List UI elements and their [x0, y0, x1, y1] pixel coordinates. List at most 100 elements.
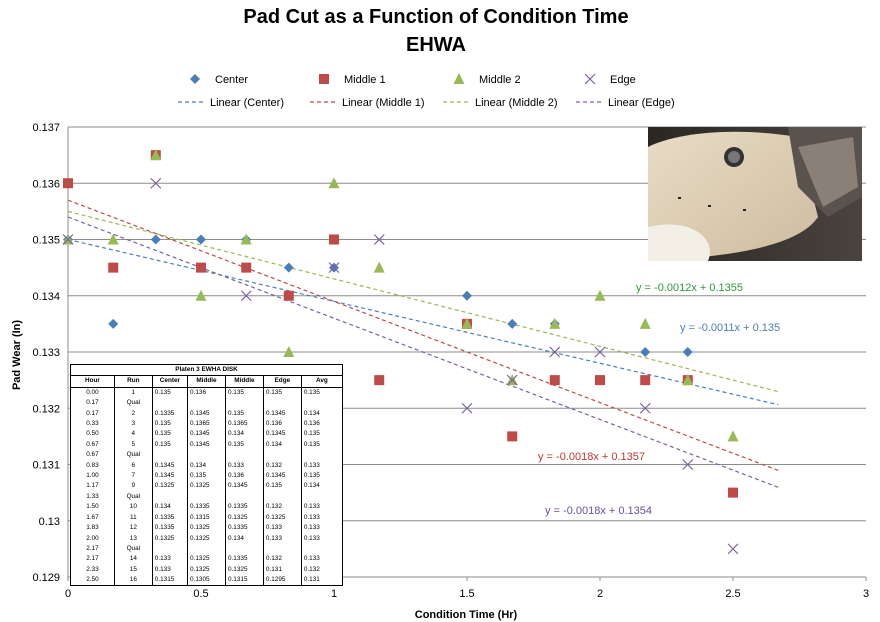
table-cell: 0.133 [300, 533, 342, 544]
table-cell: 2.33 [86, 565, 99, 573]
table-cell: 0.132 [262, 554, 302, 565]
table-cell: 0.133 [300, 460, 342, 472]
point-x [240, 290, 252, 302]
table-cell: 1.83 [86, 524, 99, 532]
table-cell: 0.1335 [224, 554, 264, 565]
table-cell [187, 398, 226, 409]
table-cell [300, 398, 342, 409]
point-square [640, 375, 651, 386]
table-cell: 1 [113, 387, 153, 399]
table-cell: Qual [113, 491, 153, 503]
table-cell: 0.1345 [262, 429, 302, 440]
table-cell: 0.1325 [262, 512, 302, 524]
trendline-equation: y = -0.0018x + 0.1354 [545, 505, 652, 517]
data-table: Platen 3 EWHA DISK Hour Run Center Middle Mi… [70, 364, 343, 586]
point-diamond [108, 318, 119, 329]
table-cell: 16 [113, 575, 153, 585]
table-header-cell: Edge [262, 375, 302, 388]
table-cell [300, 491, 342, 503]
table-cell: 0.1335 [224, 502, 264, 513]
y-tick-label: 0.134 [32, 291, 60, 303]
table-cell: 14 [113, 554, 153, 565]
point-triangle [682, 374, 694, 386]
table-cell [151, 450, 188, 461]
point-triangle [639, 317, 651, 329]
trendlines [67, 199, 779, 488]
table-cell [262, 450, 302, 461]
table-cell: 0.135 [151, 429, 188, 440]
table-cell [151, 491, 188, 503]
x-tick-label: 2.5 [725, 588, 740, 600]
legend-marker-triangle [453, 73, 465, 84]
table-cell: 0.134 [224, 429, 264, 440]
trendline-3 [67, 210, 779, 393]
legend-marker-diamond [190, 74, 200, 84]
table-cell: 0.83 [86, 461, 99, 469]
point-x [461, 402, 473, 414]
pad-photo-icon [648, 127, 862, 261]
table-cell: 0.132 [300, 564, 342, 576]
table-cell [300, 450, 342, 461]
point-triangle [373, 261, 385, 273]
table-header-cell: Center [151, 375, 188, 388]
table-body: 0.00 1 0.135 0.136 0.135 0.135 0.135 0.17 Qual 0.… [71, 387, 342, 585]
table-cell: 6 [113, 460, 153, 472]
legend-label: Linear (Center) [210, 97, 284, 109]
point-diamond [682, 347, 693, 357]
table-cell: 0.1325 [187, 533, 226, 544]
point-triangle [107, 233, 119, 245]
table-cell [151, 543, 188, 555]
table-cell: 0.1325 [187, 554, 226, 565]
point-triangle [461, 317, 473, 329]
table-cell [262, 543, 302, 555]
point-diamond [196, 234, 206, 245]
table-cell: 0.1345 [224, 481, 264, 492]
y-tick-label: 0.131 [32, 460, 60, 472]
table-cell: 0.1325 [187, 523, 226, 534]
table-cell [187, 491, 226, 503]
table-cell: 0.135 [224, 408, 264, 420]
table-row: 0.67 5 0.135 0.1345 0.135 0.134 0.135 [71, 439, 342, 451]
x-tick-label: 1 [331, 588, 337, 600]
legend-label: Middle 2 [479, 74, 521, 86]
point-diamond [283, 262, 294, 273]
table-cell [224, 450, 264, 461]
point-triangle [283, 346, 295, 357]
table-cell: 1.50 [86, 503, 99, 511]
table-cell [262, 491, 302, 503]
point-triangle [594, 289, 606, 301]
table-row: 0.17 Qual [71, 398, 342, 409]
point-x [150, 177, 162, 189]
table-cell: 0.133 [300, 523, 342, 534]
table-cell: 0.67 [86, 440, 99, 448]
table-cell: 0.136 [187, 387, 226, 399]
point-x [506, 374, 518, 386]
table-row: 1.33 Qual [71, 491, 342, 503]
table-cell: 0.135 [151, 439, 188, 451]
table-cell: 0.134 [224, 533, 264, 544]
legend-marker-square [319, 74, 329, 84]
point-square [728, 487, 738, 498]
table-row: 2.00 13 0.1325 0.1325 0.134 0.133 0.133 [71, 533, 342, 544]
table-cell: 1.00 [86, 472, 99, 480]
table-cell: 3 [113, 419, 153, 430]
table-cell [187, 543, 226, 555]
table-cell: 2.17 [86, 555, 99, 563]
table-cell [224, 491, 264, 503]
point-x [639, 402, 651, 414]
table-cell: 0.1335 [151, 523, 188, 534]
table-cell: 15 [113, 564, 153, 576]
y-tick-label: 0.137 [32, 122, 60, 134]
y-tick-label: 0.132 [32, 403, 60, 415]
table-cell: 0.134 [151, 502, 188, 513]
point-diamond [507, 318, 518, 329]
point-diamond [150, 234, 161, 245]
table-cell: Qual [113, 450, 153, 461]
point-square [549, 375, 560, 386]
point-x [594, 346, 606, 358]
table-cell: 0.135 [224, 439, 264, 451]
trendline-equation: y = -0.0011x + 0.135 [680, 322, 780, 334]
point-diamond [640, 347, 651, 357]
table-cell: 0.1325 [224, 512, 264, 524]
table-cell: 0.135 [300, 439, 342, 451]
